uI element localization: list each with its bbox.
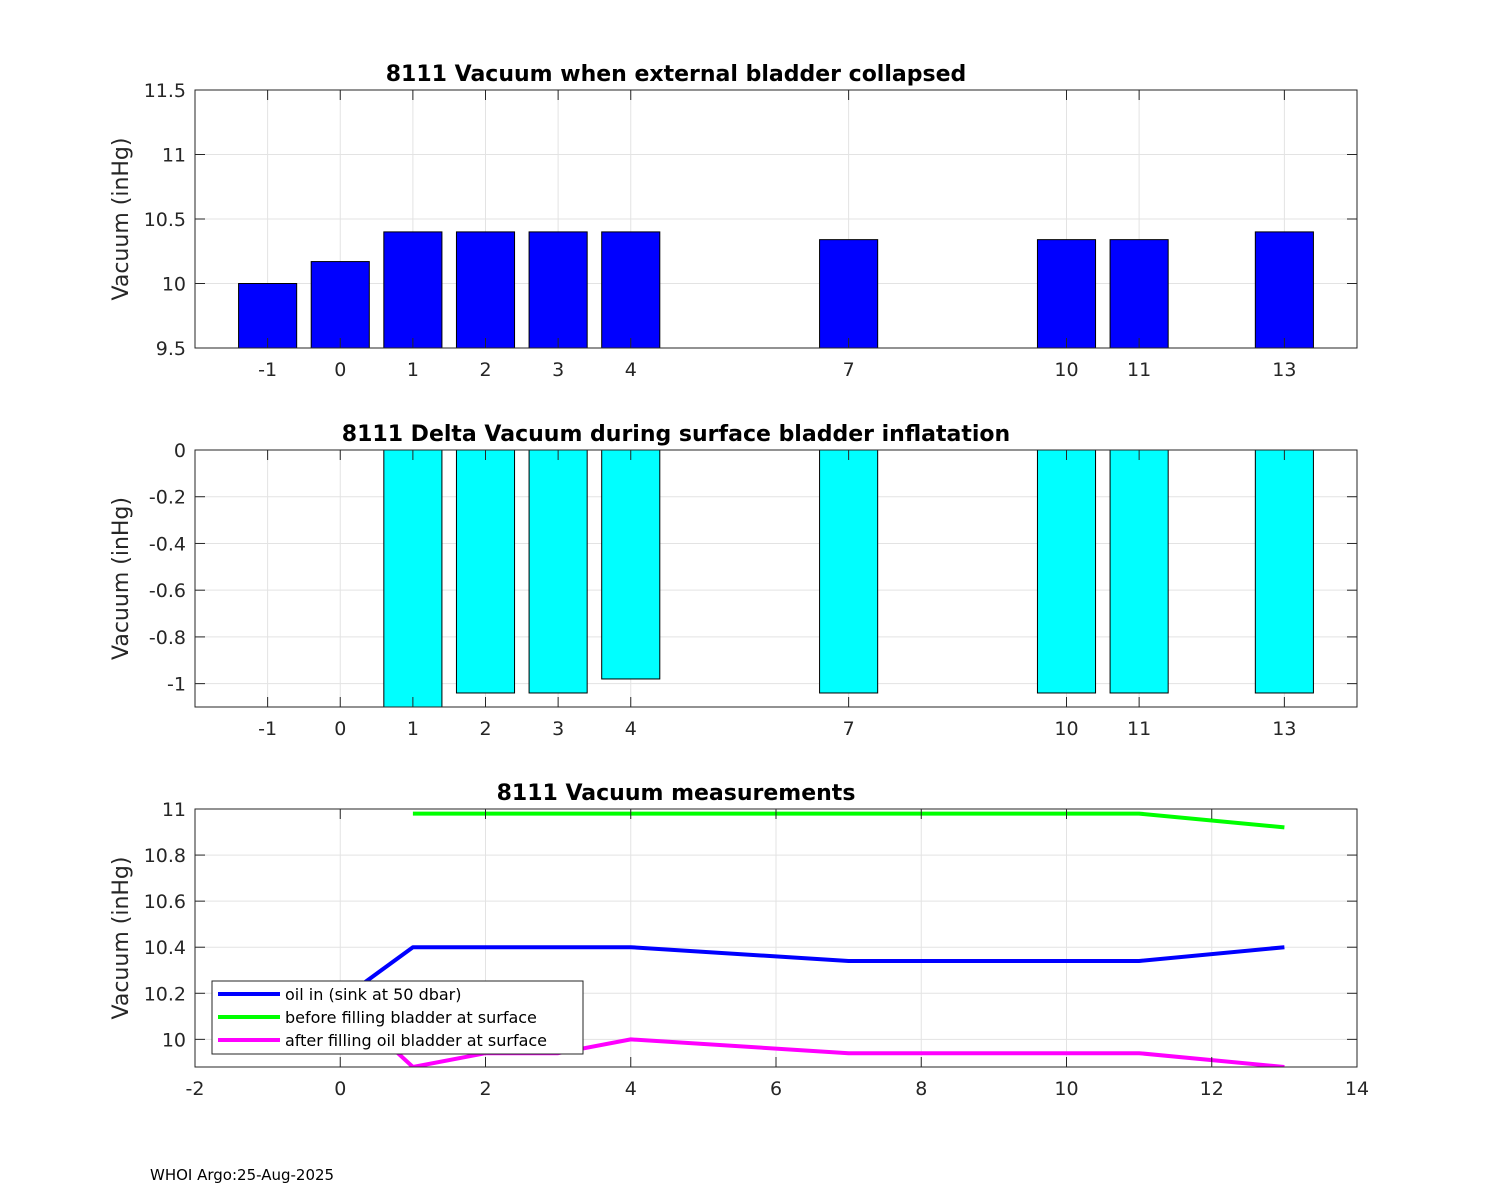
chart-3: -2 0 2 4 6 8 10 12 14 10 10.2 10.4 10.6 10.8 11 8111 Va… bbox=[109, 781, 1369, 1100]
y-tick-label: -1 bbox=[167, 674, 186, 696]
x-tick-label: 2 bbox=[479, 1078, 491, 1100]
bar-11 bbox=[1109, 239, 1169, 348]
bar-7 bbox=[819, 450, 879, 694]
bar-1 bbox=[383, 231, 443, 348]
data-marks bbox=[383, 450, 1314, 707]
x-tick-label: 3 bbox=[552, 718, 564, 740]
y-tick-label: -0.8 bbox=[149, 627, 186, 649]
chart-1: -1 0 1 2 3 4 7 10 11 13 9.5 10 10.5 11 11.5 8111 Vacuum… bbox=[109, 62, 1358, 381]
axes-box bbox=[194, 449, 1358, 708]
y-tick-label: 10 bbox=[162, 1029, 186, 1051]
bar-1 bbox=[383, 450, 443, 707]
y-tick-label: 11 bbox=[162, 145, 186, 167]
x-tick-label: 13 bbox=[1272, 718, 1296, 740]
y-tick-label: 9.5 bbox=[156, 338, 186, 360]
y-tick-label: 10.2 bbox=[144, 983, 186, 1005]
legend: oil in (sink at 50 dbar) before filling b… bbox=[211, 980, 584, 1055]
x-tick-label: 14 bbox=[1345, 1078, 1369, 1100]
x-tick-label: 7 bbox=[843, 718, 855, 740]
y-axis-label: Vacuum (inHg) bbox=[109, 497, 134, 660]
x-tick-label: -2 bbox=[186, 1078, 205, 1100]
x-tick-label: 13 bbox=[1272, 359, 1296, 381]
legend-label-2: before filling bladder at surface bbox=[285, 1008, 537, 1027]
bar-2 bbox=[455, 231, 516, 348]
x-tick-label: 7 bbox=[843, 359, 855, 381]
x-tick-label: 8 bbox=[915, 1078, 927, 1100]
x-tick-label: 3 bbox=[552, 359, 564, 381]
plot-area bbox=[195, 450, 1357, 707]
bar-0 bbox=[310, 261, 370, 348]
data-marks bbox=[238, 231, 1314, 348]
footer-caption: WHOI Argo:25-Aug-2025 bbox=[150, 1166, 335, 1184]
x-tick-label: -1 bbox=[258, 359, 277, 381]
bar-4 bbox=[601, 450, 661, 680]
bar-3 bbox=[528, 450, 588, 694]
chart-title: 8111 Vacuum when external bladder collap… bbox=[386, 62, 967, 87]
y-tick-label: 0 bbox=[174, 440, 186, 462]
x-tick-label: 4 bbox=[625, 359, 637, 381]
y-tick-label: -0.2 bbox=[149, 487, 186, 509]
x-tick-label: 2 bbox=[479, 718, 491, 740]
legend-label-3: after filling oil bladder at surface bbox=[285, 1031, 547, 1050]
y-tick-label: 11.5 bbox=[144, 80, 186, 102]
x-tick-label: 10 bbox=[1054, 359, 1078, 381]
bar-10 bbox=[1036, 239, 1097, 348]
y-tick-label: 11 bbox=[162, 799, 186, 821]
y-tick-label: -0.4 bbox=[149, 533, 186, 555]
y-tick-label: 10.8 bbox=[144, 845, 186, 867]
y-tick-label: -0.6 bbox=[149, 580, 186, 602]
legend-label-1: oil in (sink at 50 dbar) bbox=[285, 985, 462, 1004]
bar-10 bbox=[1036, 450, 1097, 694]
x-tick-label: 2 bbox=[479, 359, 491, 381]
series-line-1 bbox=[266, 945, 1285, 1042]
x-tick-label: 4 bbox=[625, 1078, 637, 1100]
chart-title: 8111 Delta Vacuum during surface bladder… bbox=[342, 422, 1010, 447]
bar-13 bbox=[1254, 450, 1314, 694]
x-tick-label: 12 bbox=[1200, 1078, 1224, 1100]
x-tick-label: 10 bbox=[1054, 718, 1078, 740]
x-tick-label: 11 bbox=[1127, 718, 1151, 740]
x-tick-label: 6 bbox=[770, 1078, 782, 1100]
bar-7 bbox=[819, 239, 879, 348]
bar-3 bbox=[528, 231, 588, 348]
y-axis-label: Vacuum (inHg) bbox=[109, 857, 134, 1020]
y-tick-label: 10.6 bbox=[144, 891, 186, 913]
y-tick-label: 10 bbox=[162, 274, 186, 296]
x-tick-label: 0 bbox=[334, 359, 346, 381]
chart-2: -1 0 1 2 3 4 7 10 11 13 -1 -0.8 -0.6 -0.4 -0.2 0 8111 De… bbox=[109, 422, 1358, 740]
y-tick-label: 10.5 bbox=[144, 209, 186, 231]
bar-2 bbox=[455, 450, 516, 694]
bar-13 bbox=[1254, 231, 1314, 348]
x-tick-label: -1 bbox=[258, 718, 277, 740]
x-tick-label: 4 bbox=[625, 718, 637, 740]
x-tick-label: 11 bbox=[1127, 359, 1151, 381]
series-line-2 bbox=[412, 811, 1285, 830]
x-tick-label: 1 bbox=[407, 718, 419, 740]
chart-title: 8111 Vacuum measurements bbox=[497, 781, 856, 806]
x-tick-label: 0 bbox=[334, 1078, 346, 1100]
x-tick-label: 0 bbox=[334, 718, 346, 740]
y-axis-label: Vacuum (inHg) bbox=[109, 138, 134, 301]
bar-4 bbox=[601, 231, 661, 348]
x-tick-label: 10 bbox=[1054, 1078, 1078, 1100]
bar-11 bbox=[1109, 450, 1169, 694]
x-tick-label: 1 bbox=[407, 359, 419, 381]
bar--1 bbox=[238, 283, 298, 348]
y-tick-label: 10.4 bbox=[144, 937, 186, 959]
